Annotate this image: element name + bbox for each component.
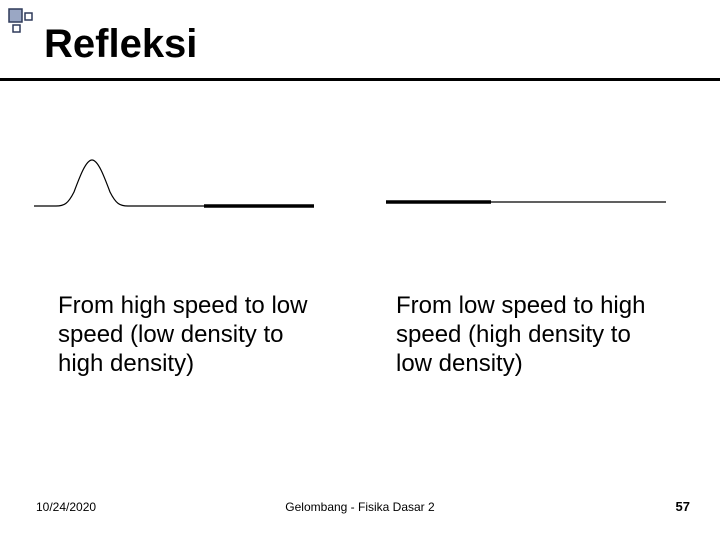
footer-page-number: 57 xyxy=(676,499,690,514)
title-rule xyxy=(0,78,720,81)
page-title: Refleksi xyxy=(44,22,197,67)
corner-decoration xyxy=(8,8,38,38)
caption-left: From high speed to low speed (low densit… xyxy=(58,292,318,378)
footer-center: Gelombang - Fisika Dasar 2 xyxy=(0,500,720,514)
diagram-low-to-high-speed xyxy=(386,190,686,220)
caption-right: From low speed to high speed (high densi… xyxy=(396,292,656,378)
slide: Refleksi From high speed to low speed (l… xyxy=(0,0,720,540)
diagram-high-to-low-speed xyxy=(34,156,334,236)
